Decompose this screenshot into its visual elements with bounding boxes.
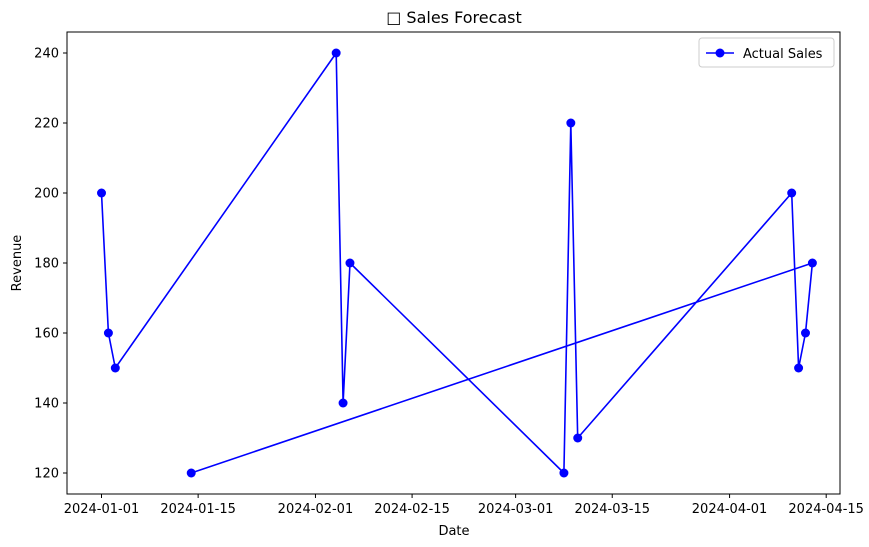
data-point-5 [345,258,355,268]
chart-title: □ Sales Forecast [386,8,522,27]
series-line-0 [100,52,814,474]
data-point-0 [97,188,107,198]
y-tick-label-3: 180 [34,257,59,272]
legend-label-actual-sales: Actual Sales [743,47,823,62]
legend-marker-actual-sales [715,48,725,58]
data-point-6 [559,468,569,478]
y-tick-label-0: 120 [34,467,59,482]
data-point-11 [800,328,810,338]
data-point-1 [103,328,113,338]
data-point-4 [338,398,348,408]
x-tick-label-6: 2024-04-01 [692,502,768,517]
y-tick-label-2: 160 [34,327,59,342]
x-tick-label-3: 2024-02-15 [374,502,450,517]
y-tick-label-5: 220 [34,117,59,132]
data-point-7 [566,118,576,128]
series-layer [97,48,817,478]
x-tick-label-5: 2024-03-15 [574,502,650,517]
x-tick-label-7: 2024-04-15 [788,502,864,517]
y-tick-label-6: 240 [34,47,59,62]
x-axis-label: Date [438,524,469,539]
y-axis: 120 140 160 180 200 220 240 [34,47,67,482]
y-tick-label-1: 140 [34,397,59,412]
data-point-9 [787,188,797,198]
x-tick-label-0: 2024-01-01 [64,502,140,517]
x-tick-label-1: 2024-01-15 [160,502,236,517]
legend: Actual Sales [698,37,835,68]
data-point-3 [331,48,341,58]
x-axis: 2024-01-01 2024-01-15 2024-02-01 2024-02-15… [64,494,864,517]
y-axis-label: Revenue [10,235,25,292]
data-point-13 [186,468,196,478]
data-point-10 [794,363,804,373]
x-tick-label-2: 2024-02-01 [278,502,354,517]
plot-area [66,31,841,495]
y-tick-label-4: 200 [34,187,59,202]
x-tick-label-4: 2024-03-01 [478,502,554,517]
legend-box [698,37,835,68]
data-point-8 [573,433,583,443]
data-point-12 [807,258,817,268]
data-point-2 [110,363,120,373]
